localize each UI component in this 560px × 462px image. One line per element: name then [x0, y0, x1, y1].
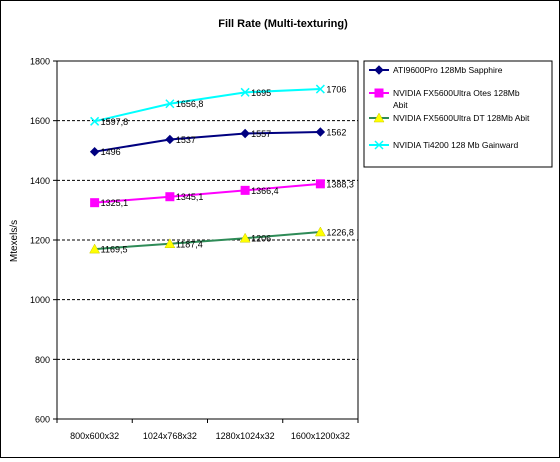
- legend-marker: [374, 140, 384, 150]
- data-label: 1496: [101, 147, 121, 157]
- series-2: 1325,1 1345,1 1366,4 1388,3: [90, 179, 354, 208]
- data-label: 1695: [251, 88, 271, 98]
- legend-label: NVIDIA FX5600Ultra DT 128Mb Abit: [393, 113, 530, 123]
- data-label: 1187,4: [176, 239, 203, 249]
- y-tick-label: 1200: [30, 236, 50, 246]
- legend-box: [363, 60, 553, 168]
- data-point: [314, 226, 326, 237]
- data-label: 1562: [326, 128, 346, 138]
- data-label: 1206: [251, 234, 271, 244]
- data-label: 1345,1: [176, 192, 204, 202]
- y-tick-label: 600: [35, 415, 50, 425]
- x-tick-label: 1024x768x32: [143, 431, 197, 441]
- legend-item: NVIDIA FX5600Ultra DT 128Mb Abit: [369, 112, 530, 123]
- legend-marker: [373, 112, 385, 123]
- data-point: [315, 179, 325, 189]
- data-point: [165, 134, 175, 145]
- data-point: [89, 146, 100, 157]
- series-3: 1169,5 1187,4 1206 1226,8: [89, 226, 354, 255]
- data-label: 1656,8: [176, 99, 204, 109]
- data-point: [315, 84, 325, 94]
- axes: 600 800 1000 1200 1400 1600 1800 800x600x32 1024…: [30, 57, 359, 441]
- marker-stroke: [90, 116, 100, 126]
- data-point: [90, 116, 100, 126]
- y-axis-label: Mtexels/s: [9, 220, 20, 262]
- series-4: 1597,8 1656,8 1695 1706: [90, 84, 346, 127]
- legend-item: NVIDIA Ti4200 128 Mb Gainward: [369, 140, 518, 150]
- x-tick-label: 1280x1024x32: [216, 431, 275, 441]
- y-tick-label: 1000: [30, 295, 50, 305]
- y-tick-label: 1400: [30, 176, 50, 186]
- data-point: [315, 127, 326, 137]
- data-point: [164, 238, 176, 249]
- series-line: [94, 88, 321, 123]
- data-point: [240, 87, 250, 97]
- series-1: 1496 1537 1557 1562: [89, 127, 346, 157]
- data-point: [89, 243, 101, 254]
- chart-title: Fill Rate (Multi-texturing): [218, 18, 348, 30]
- marker-stroke: [165, 99, 175, 109]
- legend-marker: [374, 65, 384, 75]
- x-tick-label: 800x600x32: [70, 431, 119, 441]
- series-line: [94, 231, 321, 251]
- marker-stroke: [315, 84, 325, 94]
- legend-label: NVIDIA FX5600Ultra Otes 128Mb Abit: [393, 88, 520, 110]
- legend-marker: [374, 88, 384, 98]
- data-point: [240, 128, 250, 139]
- data-label: 1366,4: [251, 186, 279, 196]
- legend-label: ATI9600Pro 128Mb Sapphire: [393, 65, 503, 75]
- legend: ATI9600Pro 128Mb Sapphire NVIDIA FX5600Ul…: [363, 60, 553, 168]
- y-tick-label: 1600: [30, 116, 50, 126]
- data-label: 1325,1: [101, 198, 129, 208]
- marker-stroke: [374, 140, 384, 150]
- data-label: 1706: [326, 85, 346, 95]
- data-label: 1537: [176, 135, 196, 145]
- series-line: [94, 131, 321, 153]
- y-tick-label: 1800: [30, 57, 50, 67]
- data-point: [90, 198, 100, 208]
- grid-lines: [57, 120, 358, 360]
- series-group: 1496 1537 1557 1562 1325,1 1345,1 1366,4 1388,3…: [89, 84, 354, 255]
- legend-label: NVIDIA Ti4200 128 Mb Gainward: [393, 140, 518, 150]
- legend-item: NVIDIA FX5600Ultra Otes 128Mb Abit: [369, 88, 520, 110]
- data-point: [240, 185, 250, 195]
- series-line: [94, 182, 321, 204]
- data-point: [165, 192, 175, 202]
- data-label: 1169,5: [101, 245, 128, 255]
- marker-stroke: [240, 87, 250, 97]
- y-tick-label: 800: [35, 355, 50, 365]
- legend-item: ATI9600Pro 128Mb Sapphire: [369, 65, 503, 75]
- data-label: 1557: [251, 129, 271, 139]
- data-label: 1388,3: [326, 179, 354, 189]
- data-label: 1597,8: [101, 117, 129, 127]
- data-label: 1226,8: [326, 228, 354, 238]
- data-point: [165, 99, 175, 109]
- x-tick-label: 1600x1200x32: [291, 431, 350, 441]
- data-point: [239, 232, 251, 243]
